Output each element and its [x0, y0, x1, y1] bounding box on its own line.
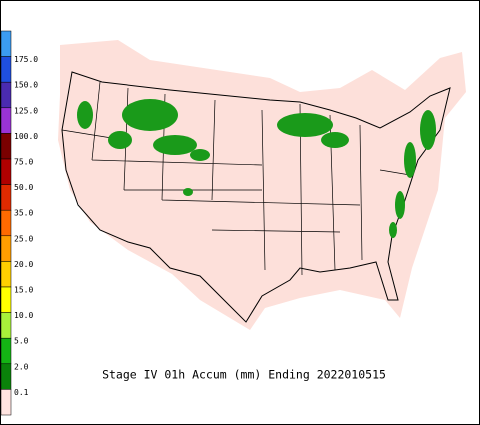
legend-label: 175.0	[14, 55, 38, 64]
legend-label: 100.0	[14, 132, 38, 141]
legend-swatch	[0, 81, 12, 109]
legend-swatch	[0, 389, 12, 416]
legend-label: 125.0	[14, 106, 38, 115]
legend-swatch	[0, 235, 12, 262]
legend-label: 0.1	[14, 388, 29, 397]
legend-swatch	[0, 184, 12, 211]
legend-swatch	[0, 209, 12, 237]
legend-label: 20.0	[14, 260, 33, 269]
legend-label: 10.0	[14, 311, 33, 320]
legend-swatch	[0, 261, 12, 288]
legend-label: 35.0	[14, 209, 33, 218]
us-outline	[61, 71, 451, 323]
legend-swatch	[0, 56, 12, 83]
legend-swatch	[0, 30, 12, 57]
legend-label: 5.0	[14, 337, 29, 346]
legend-swatch	[0, 107, 12, 134]
legend-swatch	[0, 133, 12, 160]
legend-label: 15.0	[14, 286, 33, 295]
legend-label: 150.0	[14, 81, 38, 90]
legend-label: 25.0	[14, 234, 33, 243]
legend-swatch	[0, 337, 12, 365]
legend-label: 50.0	[14, 183, 33, 192]
precip-areas	[77, 99, 436, 238]
legend: 175.0 150.0 125.0 100.0 75.0 50.0 35.0 25.0 20.0…	[0, 30, 38, 416]
map	[58, 40, 466, 330]
legend-label: 2.0	[14, 362, 29, 371]
legend-swatch	[0, 286, 12, 313]
legend-swatch	[0, 312, 12, 339]
map-title: Stage IV 01h Accum (mm) Ending 202201051…	[102, 368, 386, 382]
legend-swatch	[0, 363, 12, 390]
legend-swatch	[0, 158, 12, 185]
legend-label: 75.0	[14, 158, 33, 167]
